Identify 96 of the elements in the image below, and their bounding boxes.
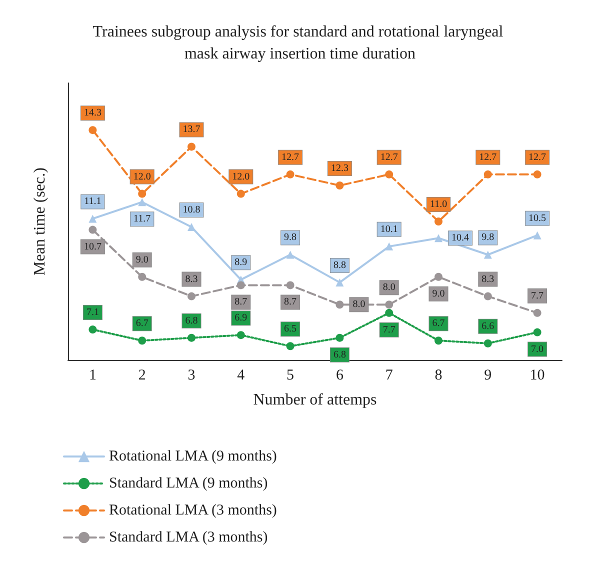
x-tick-label: 9 bbox=[484, 368, 492, 384]
legend-label: Rotational LMA (3 months) bbox=[109, 502, 277, 518]
point bbox=[533, 308, 542, 317]
point bbox=[236, 331, 245, 340]
data-label: 6.7 bbox=[136, 318, 148, 330]
data-label: 14.3 bbox=[84, 108, 102, 119]
point bbox=[533, 328, 542, 336]
data-label: 8.7 bbox=[234, 296, 248, 308]
point bbox=[385, 242, 394, 250]
point bbox=[336, 181, 344, 190]
point bbox=[138, 190, 146, 198]
point bbox=[533, 170, 542, 178]
data-label: 12.0 bbox=[133, 171, 151, 182]
data-label: 13.7 bbox=[182, 124, 200, 136]
data-label: 7.0 bbox=[531, 344, 544, 355]
data-label: 6.7 bbox=[432, 318, 445, 330]
data-label: 8.0 bbox=[352, 299, 366, 310]
data-label: 9.0 bbox=[432, 288, 445, 300]
point bbox=[484, 339, 492, 348]
legend-label: Standard LMA (9 months) bbox=[109, 476, 268, 492]
data-label: 8.8 bbox=[333, 260, 346, 271]
data-label: 11.0 bbox=[430, 199, 448, 210]
point bbox=[484, 170, 492, 178]
data-label: 7.1 bbox=[86, 307, 99, 318]
point bbox=[434, 336, 442, 345]
data-label: 7.7 bbox=[531, 290, 544, 302]
point bbox=[336, 300, 344, 309]
x-tick-label: 5 bbox=[286, 368, 294, 384]
point bbox=[286, 281, 294, 290]
data-label: 8.3 bbox=[185, 274, 198, 285]
data-label: 6.5 bbox=[284, 324, 297, 335]
data-label: 9.8 bbox=[284, 232, 297, 244]
chart-title: Trainees subgroup analysis for standard and rotational laryngeal mask airway insertion time duration bbox=[92, 24, 508, 62]
point bbox=[336, 334, 344, 342]
x-tick-label: 1 bbox=[88, 368, 96, 384]
point bbox=[336, 278, 344, 286]
point bbox=[286, 170, 294, 178]
data-label: 12.7 bbox=[528, 152, 546, 163]
data-label: 6.8 bbox=[333, 349, 346, 360]
point bbox=[88, 126, 97, 134]
legend-label: Rotational LMA (9 months) bbox=[109, 448, 277, 464]
x-tick-label: 3 bbox=[188, 368, 196, 384]
point bbox=[434, 234, 442, 242]
data-label: 10.8 bbox=[182, 204, 200, 216]
data-label: 11.7 bbox=[134, 214, 151, 225]
x-tick-label: 7 bbox=[385, 368, 394, 384]
point bbox=[385, 170, 394, 178]
point bbox=[138, 336, 146, 345]
x-tick-label: 8 bbox=[434, 368, 442, 384]
point bbox=[188, 142, 196, 151]
x-axis-title: Number of attemps bbox=[253, 392, 377, 408]
data-label: 10.4 bbox=[452, 232, 469, 244]
point bbox=[385, 308, 394, 317]
point bbox=[138, 272, 146, 281]
point bbox=[88, 226, 97, 234]
point bbox=[533, 231, 542, 240]
data-label: 11.1 bbox=[84, 196, 102, 208]
data-label: 8.9 bbox=[234, 257, 248, 268]
x-tick-label: 2 bbox=[138, 368, 146, 384]
data-label: 8.7 bbox=[284, 296, 297, 308]
data-label: 7.7 bbox=[382, 324, 396, 336]
data-label: 12.7 bbox=[380, 152, 398, 163]
point bbox=[188, 223, 196, 232]
data-label: 6.9 bbox=[234, 312, 248, 324]
legend-label: Standard LMA (3 months) bbox=[109, 530, 268, 546]
x-tick-label: 6 bbox=[336, 368, 344, 384]
data-label: 10.5 bbox=[528, 212, 546, 224]
data-label: 10.7 bbox=[84, 241, 102, 252]
point bbox=[88, 214, 97, 223]
data-label: 6.8 bbox=[185, 315, 198, 326]
data-label: 9.0 bbox=[136, 254, 148, 266]
data-label: 10.1 bbox=[380, 224, 398, 235]
point bbox=[138, 198, 146, 206]
point bbox=[236, 190, 245, 198]
point bbox=[286, 342, 294, 350]
point bbox=[188, 292, 196, 300]
point bbox=[434, 272, 442, 281]
y-axis-title: Mean time (sec.) bbox=[32, 168, 48, 276]
point bbox=[484, 292, 492, 300]
data-label: 12.3 bbox=[330, 162, 348, 174]
point bbox=[88, 326, 97, 334]
data-label: 9.8 bbox=[482, 232, 494, 244]
data-label: 8.0 bbox=[382, 282, 396, 294]
point bbox=[188, 334, 196, 342]
data-label: 12.7 bbox=[479, 152, 497, 163]
data-label: 12.7 bbox=[282, 152, 300, 163]
point bbox=[484, 250, 492, 259]
data-label: 8.3 bbox=[482, 274, 494, 285]
point bbox=[434, 218, 442, 226]
point bbox=[286, 250, 294, 259]
data-label: 6.6 bbox=[482, 320, 494, 332]
point bbox=[236, 281, 245, 290]
x-tick-label: 4 bbox=[237, 368, 246, 384]
x-tick-label: 10 bbox=[530, 368, 545, 384]
point bbox=[385, 300, 394, 309]
data-label: 12.0 bbox=[232, 171, 250, 182]
